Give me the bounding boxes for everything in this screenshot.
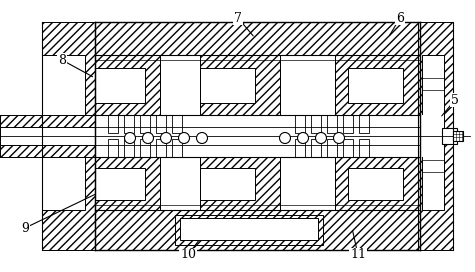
Bar [95,68,145,103]
Bar [108,139,118,157]
Bar [200,157,280,210]
Bar [95,168,145,200]
Bar [172,115,182,133]
Bar [295,139,305,157]
Circle shape [179,132,190,144]
Bar [124,139,134,157]
Bar [348,68,403,103]
Bar [453,131,463,141]
Bar [140,115,150,133]
Bar [327,139,337,157]
Bar [335,157,418,210]
Bar [156,115,166,133]
Bar [422,55,444,210]
Bar [95,157,160,210]
Text: 6: 6 [396,11,404,24]
Bar [156,139,166,157]
Bar [0,127,95,145]
Bar [348,168,403,200]
Bar [200,68,255,103]
Bar [0,115,95,127]
Circle shape [197,132,208,144]
Bar [108,115,118,133]
Bar [0,145,95,157]
Bar [335,55,418,115]
Circle shape [315,132,326,144]
Circle shape [161,132,171,144]
Text: 7: 7 [234,11,242,24]
Bar [343,139,353,157]
Circle shape [297,132,308,144]
Text: 9: 9 [21,221,29,234]
Bar [0,115,95,157]
Bar [42,22,95,250]
Bar [95,115,425,157]
Bar [175,215,323,245]
Text: 8: 8 [58,54,66,66]
Bar [359,139,369,157]
Text: 5: 5 [451,94,459,107]
Bar [180,218,318,240]
Bar [95,210,425,250]
Circle shape [142,132,153,144]
Text: 11: 11 [350,249,366,261]
Circle shape [333,132,344,144]
Bar [172,139,182,157]
Bar [95,22,425,55]
Bar [42,55,85,210]
Circle shape [279,132,291,144]
Bar [418,22,453,250]
Bar [442,128,457,144]
Bar [200,55,280,115]
Bar [200,168,255,200]
Bar [311,115,321,133]
Text: 10: 10 [180,249,196,261]
Bar [295,115,305,133]
Circle shape [124,132,135,144]
Bar [95,55,160,115]
Bar [359,115,369,133]
Bar [311,139,321,157]
Bar [343,115,353,133]
Bar [124,115,134,133]
Bar [140,139,150,157]
Bar [327,115,337,133]
